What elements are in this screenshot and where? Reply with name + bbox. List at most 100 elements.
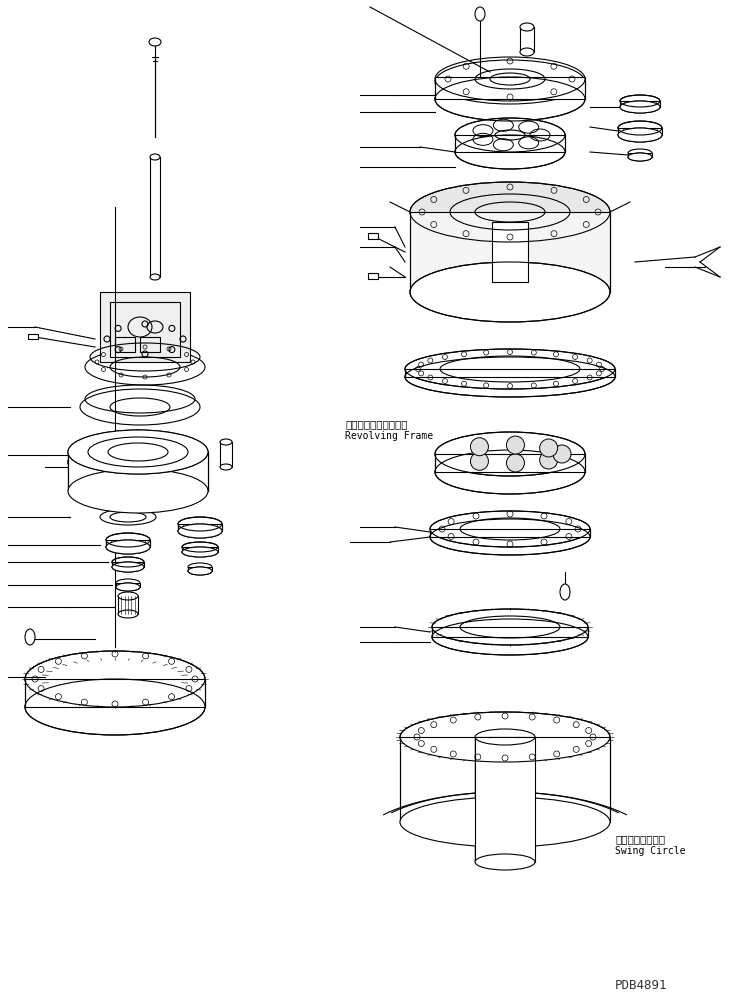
Text: レボルビングフレーム: レボルビングフレーム [345,419,408,429]
Ellipse shape [628,153,652,161]
Ellipse shape [220,439,232,445]
Bar [475,737,535,862]
Ellipse shape [68,469,208,513]
Ellipse shape [520,48,534,56]
Ellipse shape [85,349,205,385]
Ellipse shape [112,562,144,572]
Ellipse shape [506,436,525,454]
Bar [118,596,138,614]
Ellipse shape [435,450,585,494]
Ellipse shape [68,440,208,484]
Ellipse shape [182,547,218,557]
Ellipse shape [106,540,150,554]
Text: スイングサークル: スイングサークル [615,834,665,844]
Ellipse shape [475,7,485,21]
Bar [520,27,534,52]
Ellipse shape [116,583,140,591]
Bar [620,101,660,107]
Ellipse shape [118,610,138,618]
Ellipse shape [100,509,156,525]
Ellipse shape [25,629,35,645]
Ellipse shape [68,430,208,474]
Ellipse shape [80,389,200,425]
Bar [455,135,565,152]
Ellipse shape [178,524,222,538]
Ellipse shape [435,77,585,121]
Ellipse shape [405,349,615,389]
Ellipse shape [628,153,652,161]
Ellipse shape [106,540,150,554]
Ellipse shape [400,712,610,762]
Bar [628,153,652,157]
Ellipse shape [539,451,558,469]
Ellipse shape [25,679,205,735]
Ellipse shape [471,452,488,470]
Ellipse shape [520,23,534,31]
Ellipse shape [432,609,588,645]
Ellipse shape [188,567,212,575]
Ellipse shape [430,519,590,555]
Bar [25,679,205,707]
Ellipse shape [539,439,558,457]
Ellipse shape [150,154,160,160]
Bar [112,562,144,567]
Ellipse shape [118,592,138,600]
Bar [178,524,222,531]
Bar [68,452,208,491]
Bar [28,334,38,339]
Bar [116,583,140,587]
Bar [400,737,610,822]
Bar [150,157,160,277]
Bar [410,212,610,292]
Ellipse shape [25,651,205,707]
Ellipse shape [618,128,662,142]
Bar [430,529,590,537]
Ellipse shape [435,60,585,104]
Text: Revolving Frame: Revolving Frame [345,431,433,441]
Bar [100,292,190,362]
Ellipse shape [150,274,160,280]
Ellipse shape [410,182,610,242]
Ellipse shape [432,619,588,655]
Bar [106,540,150,547]
Ellipse shape [471,438,488,456]
Ellipse shape [149,38,161,46]
Ellipse shape [188,567,212,575]
Ellipse shape [435,432,585,476]
Text: PDB4891: PDB4891 [615,979,667,992]
Bar [432,627,588,637]
Bar [68,451,208,491]
Ellipse shape [553,445,571,463]
Bar [182,547,218,552]
Bar [368,273,378,279]
Ellipse shape [68,430,208,474]
Bar [188,567,212,571]
Ellipse shape [178,524,222,538]
Bar [618,128,662,135]
Ellipse shape [560,584,570,600]
Ellipse shape [400,797,610,847]
Ellipse shape [405,357,615,397]
Bar [435,454,585,472]
Ellipse shape [506,454,525,472]
Ellipse shape [112,562,144,572]
Bar [405,369,615,377]
Ellipse shape [455,135,565,169]
Ellipse shape [182,547,218,557]
Bar [140,337,160,352]
Ellipse shape [220,464,232,470]
Text: Swing Circle: Swing Circle [615,846,685,856]
Ellipse shape [410,262,610,322]
Bar [220,442,232,467]
Bar [110,302,180,357]
Ellipse shape [620,101,660,113]
Bar [115,337,135,352]
Bar [492,222,528,282]
Bar [435,77,585,99]
Ellipse shape [475,854,535,870]
Bar [368,233,378,239]
Ellipse shape [116,583,140,591]
Ellipse shape [620,101,660,113]
Ellipse shape [430,511,590,547]
Ellipse shape [618,128,662,142]
